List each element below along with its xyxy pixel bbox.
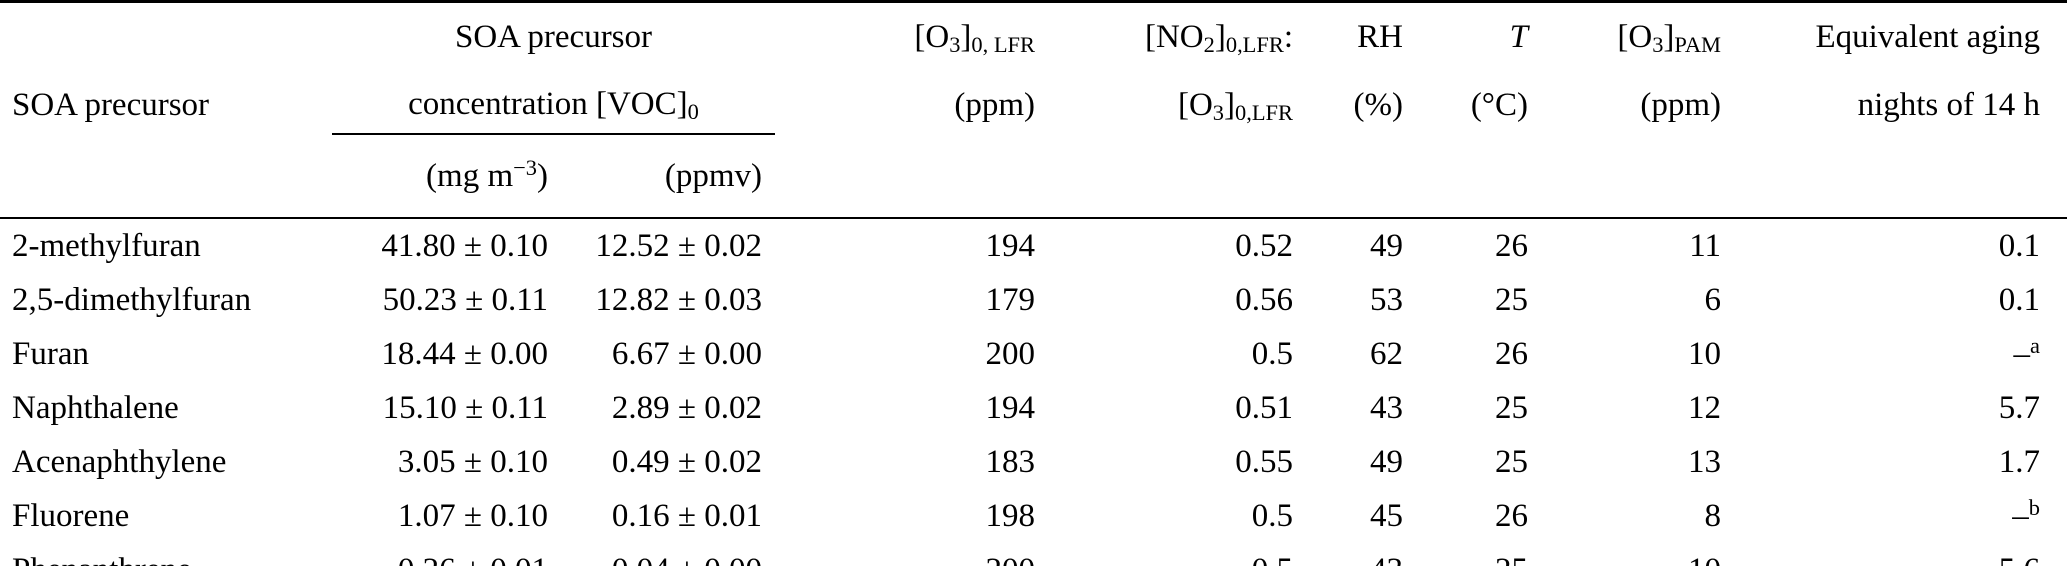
cell-conc-mg: 0.26 ± 0.01 bbox=[332, 543, 562, 566]
cell-conc-mg: 3.05 ± 0.10 bbox=[397, 443, 548, 480]
cell-o3-pam: 10 bbox=[1688, 335, 1721, 372]
cell-no2-o3-ratio: 0.55 bbox=[1235, 443, 1293, 480]
cell-temp: 26 bbox=[1495, 335, 1528, 372]
header-row-2: SOA precursor concentration [VOC]0 (ppm)… bbox=[0, 58, 2067, 135]
table-row: Naphthalene 15.10 ± 0.11 2.89 ± 0.02 194… bbox=[0, 381, 2067, 435]
cell-temp: 25 bbox=[1495, 389, 1528, 426]
cell-temp: 25 bbox=[1495, 281, 1528, 318]
cell-o3-pam: 13 bbox=[1688, 443, 1721, 480]
cell-conc-ppmv: 2.89 ± 0.02 bbox=[611, 389, 762, 426]
header-row-units: (mg m−3) (ppmv) bbox=[0, 134, 2067, 219]
cell-rh: 45 bbox=[1370, 497, 1403, 534]
table-row: Phenanthrene 0.26 ± 0.01 0.04 ± 0.00 200… bbox=[0, 543, 2067, 566]
cell-no2-o3-ratio: 0.5 bbox=[1251, 497, 1293, 534]
cell-o3-lfr: 183 bbox=[985, 443, 1036, 480]
cell-precursor-name: Naphthalene bbox=[12, 389, 179, 426]
cell-conc-ppmv: 12.82 ± 0.03 bbox=[595, 281, 762, 318]
cell-precursor-name: Acenaphthylene bbox=[12, 443, 227, 480]
cell-aging: 0.1 bbox=[1998, 227, 2040, 264]
footnote-marker: a bbox=[2030, 332, 2040, 358]
cell-o3-lfr: 194 bbox=[985, 389, 1036, 426]
cell-precursor-name: 2-methylfuran bbox=[12, 227, 201, 264]
cell-temp: 25 bbox=[1495, 443, 1528, 480]
cell-rh: 43 bbox=[1370, 389, 1403, 426]
cell-aging: 5.7 bbox=[1998, 389, 2040, 426]
cell-conc-mg: 18.44 ± 0.00 bbox=[381, 335, 548, 372]
cell-o3-lfr: 200 bbox=[985, 335, 1036, 372]
table-header: SOA precursor [O3]0, LFR [NO2]0,LFR: RH … bbox=[0, 2, 2067, 219]
col-header-voc-group-line2: concentration [VOC]0 bbox=[332, 58, 775, 135]
col-header-o3-pam-line1: [O3]PAM bbox=[1617, 19, 1721, 57]
cell-rh: 53 bbox=[1370, 281, 1403, 318]
col-header-temp-unit: (°C) bbox=[1470, 87, 1528, 123]
cell-temp: 26 bbox=[1495, 497, 1528, 534]
subheader-spacer bbox=[0, 134, 332, 219]
cell-o3-lfr: 194 bbox=[985, 227, 1036, 264]
subheader-ppmv-unit: (ppmv) bbox=[562, 134, 775, 219]
col-header-o3-lfr-unit: (ppm) bbox=[954, 87, 1035, 123]
cell-o3-lfr: 198 bbox=[985, 497, 1036, 534]
cell-o3-lfr: 179 bbox=[985, 281, 1036, 318]
cell-temp: 25 bbox=[1416, 543, 1541, 566]
col-header-voc-group-line1: SOA precursor bbox=[332, 2, 775, 59]
cell-no2-o3-ratio: 0.56 bbox=[1235, 281, 1293, 318]
cell-temp: 26 bbox=[1495, 227, 1528, 264]
cell-o3-pam: 10 bbox=[1541, 543, 1734, 566]
cell-rh: 43 bbox=[1306, 543, 1416, 566]
cell-precursor-name: 2,5-dimethylfuran bbox=[12, 281, 252, 318]
col-header-aging-line1: Equivalent aging bbox=[1815, 19, 2040, 55]
col-header-aging-line2: nights of 14 h bbox=[1857, 87, 2040, 123]
col-header-temp-line1: T bbox=[1509, 19, 1528, 55]
header-spacer bbox=[0, 2, 332, 59]
footnote-marker: b bbox=[2028, 494, 2040, 520]
cell-conc-mg: 41.80 ± 0.10 bbox=[381, 227, 548, 264]
cell-conc-mg: 15.10 ± 0.11 bbox=[382, 389, 548, 426]
table-row: Fluorene 1.07 ± 0.10 0.16 ± 0.01 198 0.5… bbox=[0, 489, 2067, 543]
cell-conc-ppmv: 12.52 ± 0.02 bbox=[595, 227, 762, 264]
cell-conc-ppmv: 0.04 ± 0.00 bbox=[562, 543, 775, 566]
cell-o3-pam: 12 bbox=[1688, 389, 1721, 426]
cell-o3-pam: 8 bbox=[1704, 497, 1722, 534]
cell-aging: –a bbox=[2013, 332, 2040, 372]
cell-no2-o3-ratio: 0.5 bbox=[1251, 335, 1293, 372]
cell-aging: 0.1 bbox=[1998, 281, 2040, 318]
col-header-no2-ratio-line1: [NO2]0,LFR: bbox=[1144, 19, 1293, 57]
cell-no2-o3-ratio: 0.52 bbox=[1235, 227, 1293, 264]
cell-o3-pam: 6 bbox=[1704, 281, 1722, 318]
cell-aging: 5.6 bbox=[1734, 543, 2067, 566]
cell-conc-ppmv: 0.49 ± 0.02 bbox=[611, 443, 762, 480]
cell-no2-o3-ratio: 0.5 bbox=[1048, 543, 1306, 566]
cell-rh: 49 bbox=[1370, 443, 1403, 480]
col-header-soa-precursor: SOA precursor bbox=[12, 87, 210, 123]
cell-rh: 49 bbox=[1370, 227, 1403, 264]
table-row: Acenaphthylene 3.05 ± 0.10 0.49 ± 0.02 1… bbox=[0, 435, 2067, 489]
cell-conc-mg: 50.23 ± 0.11 bbox=[382, 281, 548, 318]
col-header-o3-lfr-line1: [O3]0, LFR bbox=[914, 19, 1035, 57]
cell-aging: –b bbox=[2012, 494, 2040, 534]
subheader-mg-unit: (mg m−3) bbox=[332, 134, 562, 219]
cell-conc-ppmv: 6.67 ± 0.00 bbox=[611, 335, 762, 372]
cell-o3-lfr: 200 bbox=[775, 543, 1048, 566]
col-header-o3-pam-unit: (ppm) bbox=[1640, 87, 1721, 123]
cell-aging: 1.7 bbox=[1998, 443, 2040, 480]
cell-conc-mg: 1.07 ± 0.10 bbox=[397, 497, 548, 534]
voc-group-title-line1: SOA precursor bbox=[454, 19, 653, 55]
cell-rh: 62 bbox=[1370, 335, 1403, 372]
col-header-rh-line1: RH bbox=[1357, 19, 1403, 55]
cell-conc-ppmv: 0.16 ± 0.01 bbox=[611, 497, 762, 534]
cell-precursor-name: Fluorene bbox=[12, 497, 130, 534]
table-body: 2-methylfuran 41.80 ± 0.10 12.52 ± 0.02 … bbox=[0, 218, 2067, 566]
cell-precursor-name: Phenanthrene bbox=[0, 543, 332, 566]
table-row: 2-methylfuran 41.80 ± 0.10 12.52 ± 0.02 … bbox=[0, 218, 2067, 273]
col-header-no2-ratio-line2: [O3]0,LFR bbox=[1177, 87, 1293, 125]
table-row: Furan 18.44 ± 0.00 6.67 ± 0.00 200 0.5 6… bbox=[0, 327, 2067, 381]
col-header-rh-unit: (%) bbox=[1353, 87, 1403, 123]
table-row: 2,5-dimethylfuran 50.23 ± 0.11 12.82 ± 0… bbox=[0, 273, 2067, 327]
cell-precursor-name: Furan bbox=[12, 335, 89, 372]
cell-o3-pam: 11 bbox=[1689, 227, 1721, 264]
cell-no2-o3-ratio: 0.51 bbox=[1235, 389, 1293, 426]
header-row-1: SOA precursor [O3]0, LFR [NO2]0,LFR: RH … bbox=[0, 2, 2067, 59]
